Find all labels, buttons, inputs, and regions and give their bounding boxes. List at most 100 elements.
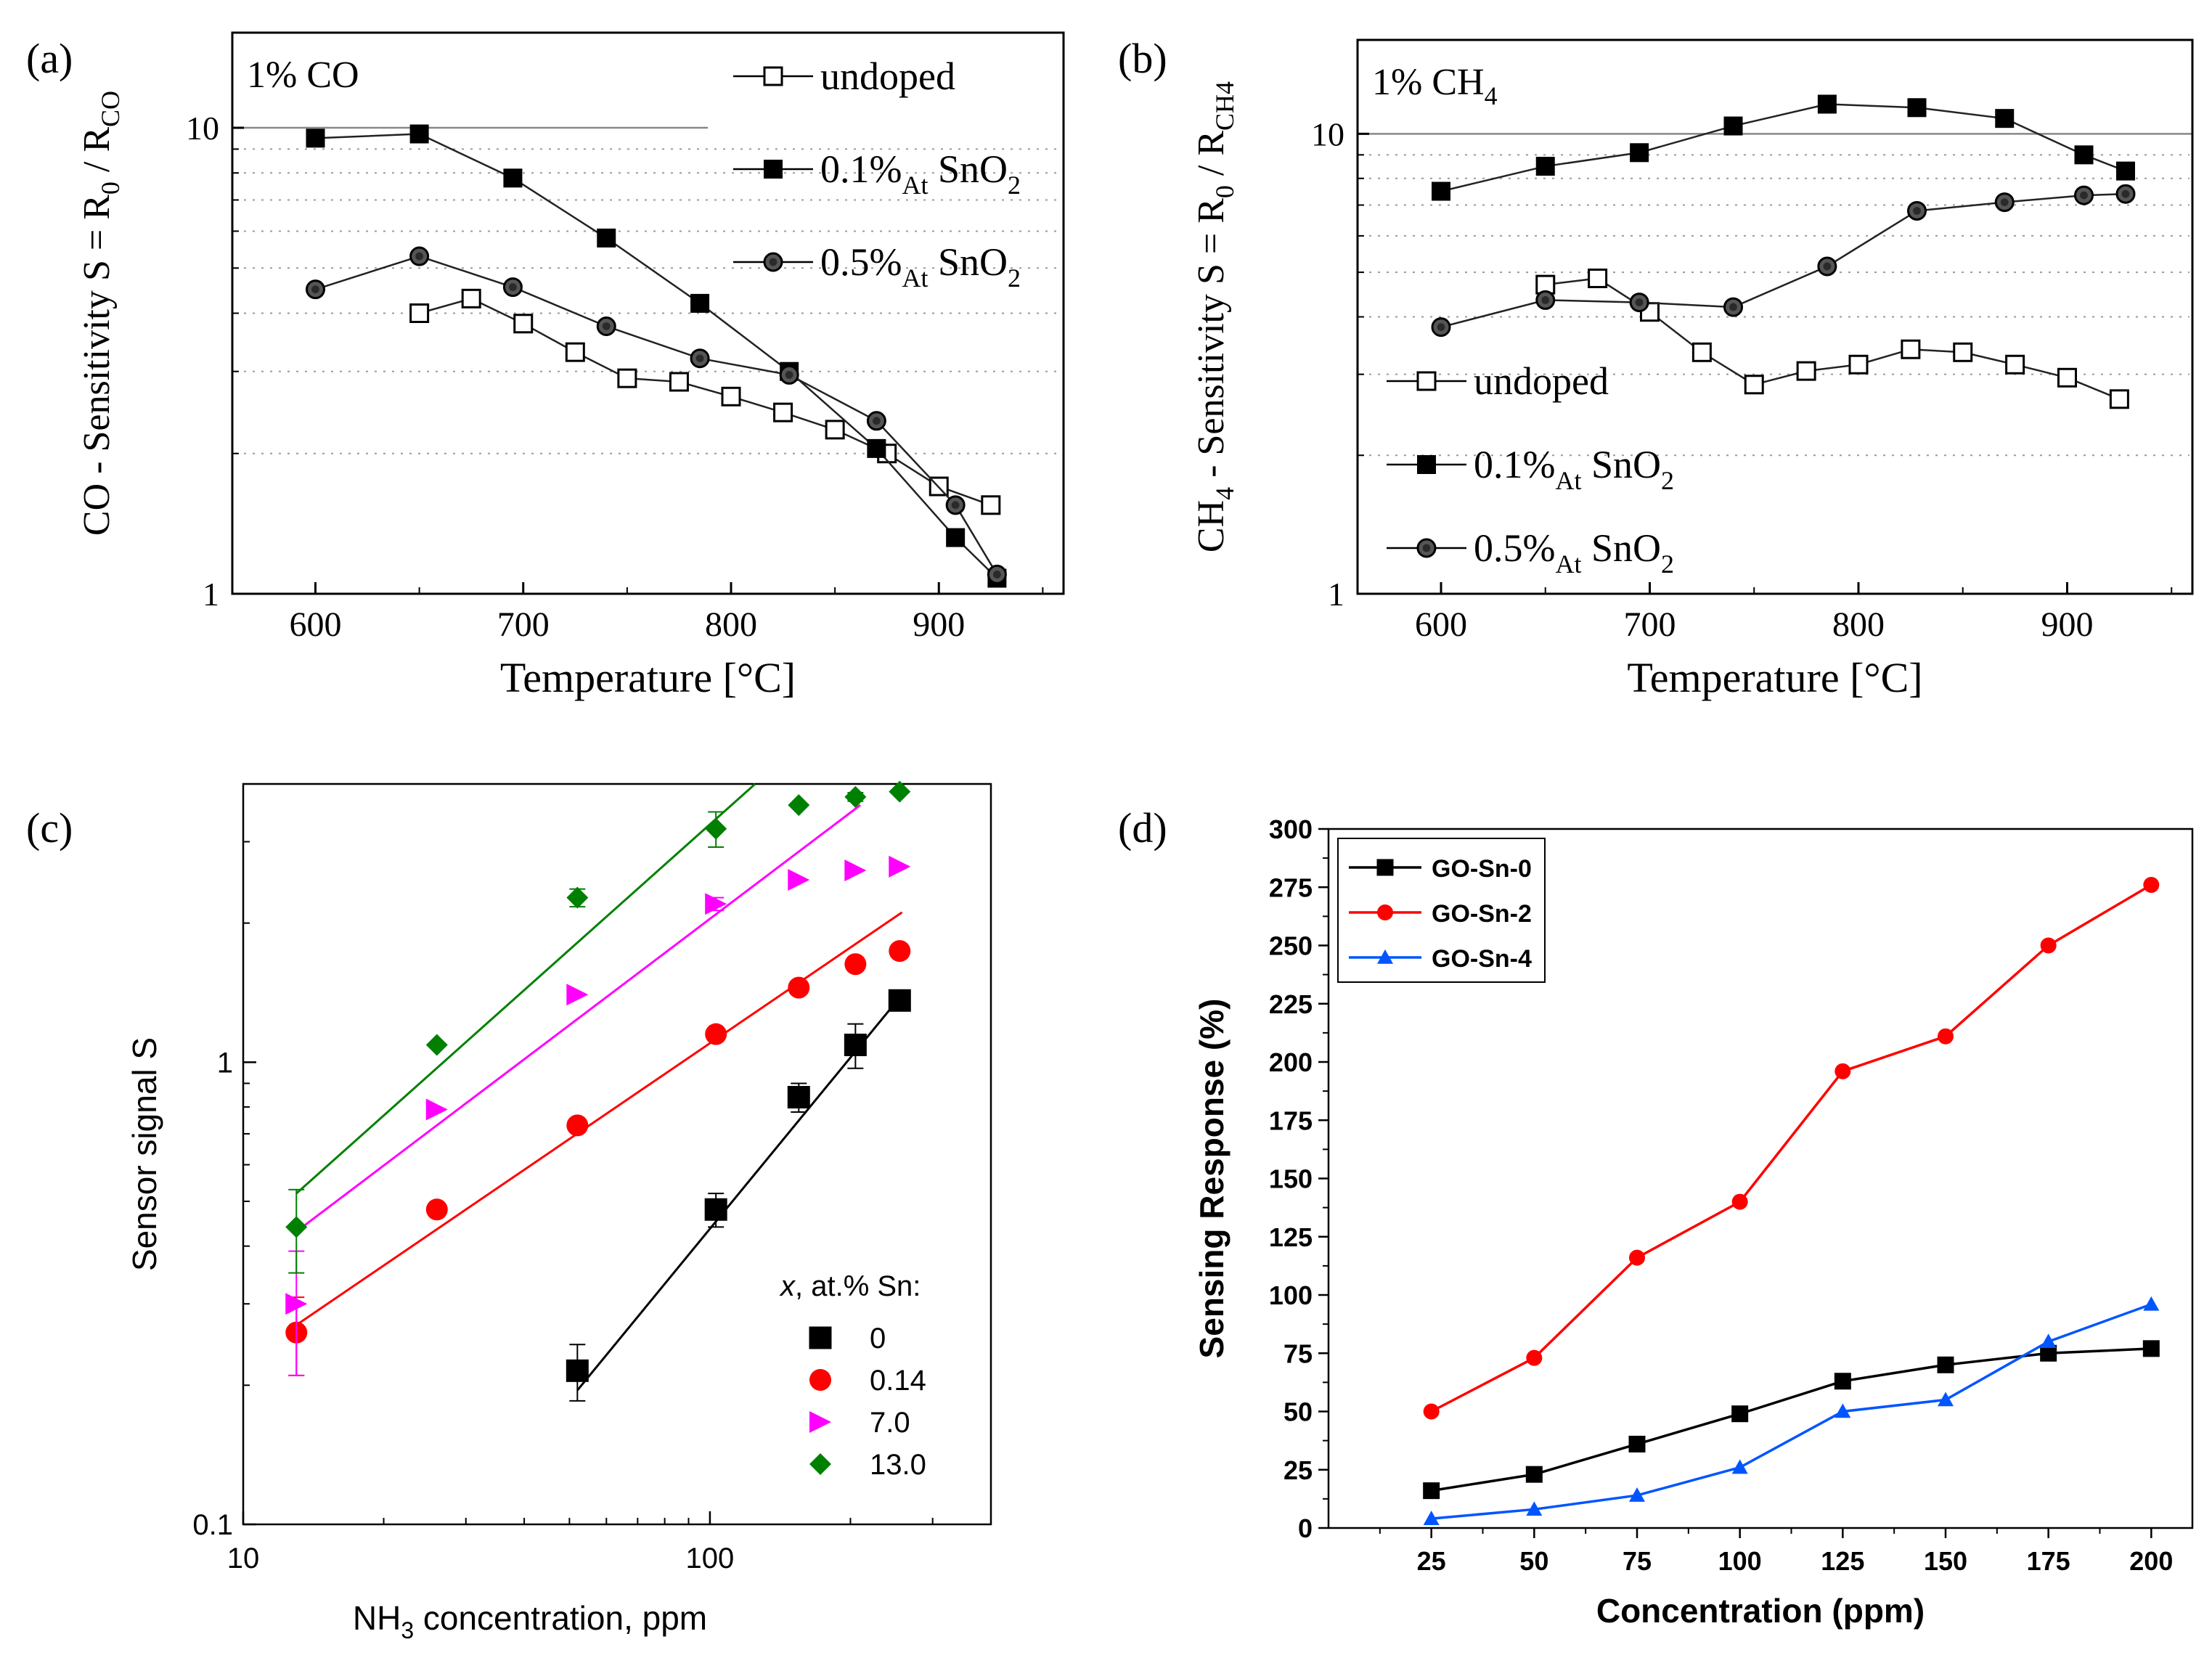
data-point bbox=[690, 348, 710, 369]
x-tick-label: 25 bbox=[1417, 1546, 1446, 1576]
data-point-core bbox=[509, 283, 517, 291]
data-point bbox=[566, 886, 589, 909]
data-point bbox=[844, 953, 867, 976]
legend-label: 0.1%At SnO2 bbox=[1474, 443, 1674, 495]
y-tick-label: 75 bbox=[1283, 1339, 1313, 1368]
data-point bbox=[566, 1359, 589, 1382]
data-point bbox=[1629, 293, 1649, 313]
data-point bbox=[2005, 354, 2025, 375]
text-span: 4 bbox=[1485, 81, 1498, 110]
text-span: x bbox=[779, 1270, 796, 1302]
series-go-sn-2 bbox=[1423, 877, 2160, 1420]
x-tick-label: 900 bbox=[2041, 605, 2094, 644]
legend-item: undoped bbox=[733, 54, 955, 98]
fit-line bbox=[295, 783, 756, 1195]
text-span: SnO bbox=[928, 147, 1008, 191]
panel-label: (c) bbox=[26, 804, 73, 851]
legend-marker bbox=[1376, 859, 1394, 876]
data-point bbox=[773, 402, 793, 422]
data-point bbox=[1907, 200, 1927, 221]
data-point bbox=[2040, 937, 2057, 954]
data-point bbox=[1835, 1403, 1851, 1418]
data-point bbox=[2116, 161, 2135, 181]
data-point bbox=[1938, 1392, 1954, 1407]
x-tick-label: 125 bbox=[1821, 1546, 1864, 1576]
data-point bbox=[788, 976, 810, 999]
data-point bbox=[596, 316, 616, 336]
data-point-core bbox=[2000, 198, 2009, 206]
y-tick-label: 0.1 bbox=[192, 1509, 233, 1541]
data-point bbox=[1525, 1466, 1543, 1483]
data-point-core bbox=[2121, 189, 2130, 198]
legend-marker bbox=[809, 1411, 831, 1433]
panel-c-nh3-sensor-signal: 10 100 0.1 1 NH3 concentration, ppm Sensor si… bbox=[26, 780, 992, 1643]
data-point bbox=[2142, 1340, 2160, 1357]
y-axis-title: CO - Sensitivity S = R0 / RCO bbox=[76, 91, 125, 536]
data-point-core bbox=[1729, 303, 1737, 311]
text-span: SnO bbox=[1581, 526, 1661, 570]
x-tick-label: 100 bbox=[686, 1543, 735, 1574]
x-tick-label: 10 bbox=[227, 1543, 260, 1574]
text-span: concentration, ppm bbox=[414, 1599, 707, 1637]
data-point bbox=[987, 564, 1007, 584]
data-point-core bbox=[1437, 323, 1445, 332]
data-point bbox=[705, 893, 727, 915]
y-tick-label: 50 bbox=[1283, 1397, 1313, 1427]
data-point bbox=[2040, 1333, 2057, 1348]
data-point bbox=[285, 1216, 308, 1238]
data-point bbox=[1423, 1511, 1440, 1525]
data-point bbox=[888, 989, 911, 1012]
text-span: 1% CH bbox=[1372, 62, 1485, 103]
data-point bbox=[788, 869, 810, 891]
legend-label: 0.1%At SnO2 bbox=[820, 147, 1021, 200]
data-point bbox=[867, 438, 886, 458]
plot-frame bbox=[231, 31, 1065, 595]
y-tick-label: 125 bbox=[1269, 1222, 1313, 1252]
gas-label: 1% CH4 bbox=[1372, 62, 1498, 110]
data-point bbox=[705, 817, 727, 840]
data-point bbox=[425, 1034, 448, 1056]
legend-label: 13.0 bbox=[870, 1449, 926, 1481]
text-span: / R bbox=[1191, 131, 1232, 185]
data-point-core bbox=[872, 417, 881, 425]
text-span: , at.% Sn: bbox=[795, 1270, 921, 1302]
legend: undoped 0.1%At SnO2 0.5%At SnO2 bbox=[1387, 359, 1674, 579]
legend-item: 0.1%At SnO2 bbox=[733, 147, 1021, 200]
text-span: At bbox=[902, 171, 928, 200]
data-point bbox=[425, 1098, 448, 1121]
data-point bbox=[1535, 157, 1555, 176]
text-span: At bbox=[1555, 549, 1581, 579]
data-point bbox=[1731, 1459, 1748, 1474]
data-point bbox=[705, 1023, 727, 1045]
data-point bbox=[566, 1114, 589, 1137]
data-point bbox=[1629, 1487, 1645, 1502]
x-tick-label: 150 bbox=[1924, 1546, 1967, 1576]
legend-item: undoped bbox=[1387, 359, 1609, 403]
data-point-core bbox=[415, 252, 424, 261]
text-span: undoped bbox=[820, 54, 955, 98]
data-point bbox=[566, 984, 589, 1006]
data-point-core bbox=[785, 370, 793, 379]
legend-item: 0.5%At SnO2 bbox=[1387, 526, 1674, 579]
text-span: 0 bbox=[1210, 185, 1239, 198]
panel-label: (a) bbox=[26, 35, 73, 82]
fit-line bbox=[576, 994, 903, 1392]
data-point bbox=[503, 168, 523, 188]
data-point bbox=[889, 940, 911, 963]
text-span: - Sensitivity S = R bbox=[1191, 198, 1232, 487]
y-tick-label: 10 bbox=[1311, 115, 1344, 152]
text-span: CO bbox=[96, 91, 125, 127]
legend-marker bbox=[763, 66, 783, 86]
data-point bbox=[1423, 1482, 1440, 1500]
series-0-5-at-sno2 bbox=[1431, 184, 2136, 338]
legend-marker bbox=[764, 160, 783, 179]
data-point-core bbox=[1541, 296, 1550, 304]
gas-label: 1% CO bbox=[247, 54, 359, 96]
data-point bbox=[1526, 1501, 1543, 1516]
x-axis-title: Concentration (ppm) bbox=[1596, 1592, 1925, 1630]
series-go-sn-4 bbox=[1423, 1296, 2160, 1525]
data-point bbox=[1994, 192, 2015, 213]
x-tick-label: 200 bbox=[2129, 1546, 2173, 1576]
legend-label: undoped bbox=[1474, 359, 1609, 403]
